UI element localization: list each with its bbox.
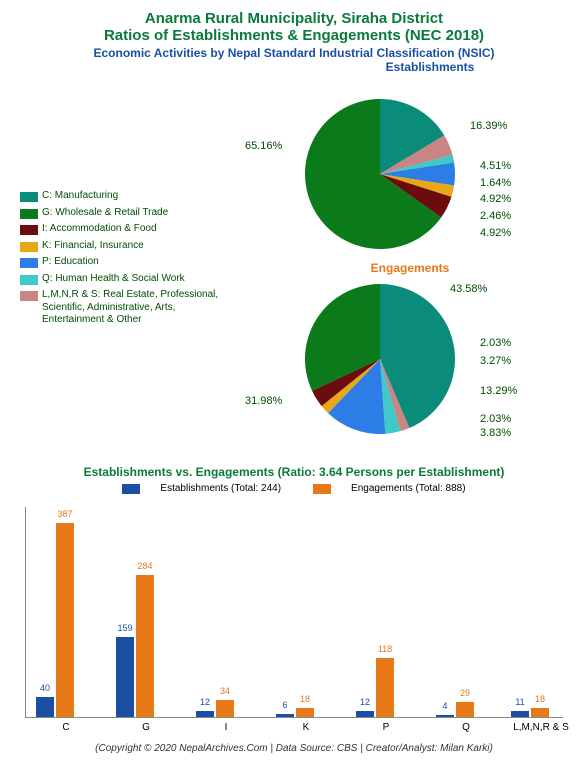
legend-item: I: Accommodation & Food xyxy=(20,223,220,236)
bar-legend-label: Establishments (Total: 244) xyxy=(160,483,281,494)
bar-engagements: 284 xyxy=(136,575,154,717)
title-line-1: Anarma Rural Municipality, Siraha Distri… xyxy=(10,10,578,27)
bar-value: 284 xyxy=(137,561,152,571)
bar-legend: Establishments (Total: 244) Engagements (… xyxy=(10,483,578,497)
bar-value: 11 xyxy=(515,697,524,707)
pie1-label: 4.51% xyxy=(480,160,511,172)
category-label: P xyxy=(356,722,416,733)
bar-group: 12 118 xyxy=(356,658,394,717)
legend-label: P: Education xyxy=(42,256,99,269)
bar-engagements: 387 xyxy=(56,523,74,717)
bar-group: 159 284 xyxy=(116,575,154,717)
legend-label: G: Wholesale & Retail Trade xyxy=(42,207,168,220)
bar-value: 4 xyxy=(442,701,447,711)
bar-establishments: 6 xyxy=(276,714,294,717)
bar-engagements: 118 xyxy=(376,658,394,717)
pie-area: Establishments 16.39% 4.51% 1.64% 4.92% 2.46… xyxy=(240,60,580,449)
category-label: I xyxy=(196,722,256,733)
bar-value: 18 xyxy=(300,694,310,704)
pie1-label: 2.46% xyxy=(480,210,511,222)
title-line-2: Ratios of Establishments & Engagements (… xyxy=(10,27,578,44)
bar-engagements: 29 xyxy=(456,702,474,717)
legend-swatch xyxy=(20,291,38,301)
bar-engagements: 18 xyxy=(531,708,549,717)
legend-swatch xyxy=(20,258,38,268)
legend: C: Manufacturing G: Wholesale & Retail Tr… xyxy=(20,190,220,331)
legend-swatch xyxy=(20,242,38,252)
pie2-label: 3.83% xyxy=(480,427,511,439)
legend-item: L,M,N,R & S: Real Estate, Professional, … xyxy=(20,289,220,327)
bar-value: 12 xyxy=(360,697,370,707)
bar-legend-item: Establishments (Total: 244) xyxy=(114,483,289,494)
bar-establishments: 12 xyxy=(356,711,374,717)
pie2-label: 13.29% xyxy=(480,385,518,397)
bar-engagements: 34 xyxy=(216,700,234,717)
pie1-label: 1.64% xyxy=(480,177,511,189)
pie1-label: 4.92% xyxy=(480,193,511,205)
bar-value: 29 xyxy=(460,688,470,698)
bar-value: 159 xyxy=(117,623,132,633)
pie2-label: 31.98% xyxy=(245,395,283,407)
bar-establishments: 11 xyxy=(511,711,529,717)
category-label: K xyxy=(276,722,336,733)
legend-label: K: Financial, Insurance xyxy=(42,240,144,253)
pie1-label: 16.39% xyxy=(470,120,508,132)
legend-label: L,M,N,R & S: Real Estate, Professional, … xyxy=(42,289,220,327)
bar-group: 12 34 xyxy=(196,700,234,717)
category-label: G xyxy=(116,722,176,733)
bar-value: 40 xyxy=(40,683,50,693)
bar-group: 40 387 xyxy=(36,523,74,717)
bar-value: 387 xyxy=(57,509,72,519)
bar-value: 12 xyxy=(200,697,210,707)
bar-legend-label: Engagements (Total: 888) xyxy=(351,483,466,494)
pies-svg: 16.39% 4.51% 1.64% 4.92% 2.46% 4.92% 65.16% Eng… xyxy=(240,74,580,444)
bar-value: 118 xyxy=(378,644,392,654)
bar-section: Establishments vs. Engagements (Ratio: 3… xyxy=(10,465,578,718)
legend-item: P: Education xyxy=(20,256,220,269)
bar-legend-item: Engagements (Total: 888) xyxy=(305,483,474,494)
legend-swatch xyxy=(20,209,38,219)
bar-value: 6 xyxy=(282,700,287,710)
bar-engagements: 18 xyxy=(296,708,314,717)
bar-legend-swatch xyxy=(122,484,140,494)
pie2-title: Engagements xyxy=(371,261,450,275)
bar-value: 18 xyxy=(535,694,545,704)
legend-item: K: Financial, Insurance xyxy=(20,240,220,253)
legend-swatch xyxy=(20,192,38,202)
legend-label: Q: Human Health & Social Work xyxy=(42,273,185,286)
pie1-title: Establishments xyxy=(280,60,580,74)
category-label: L,M,N,R & S xyxy=(511,722,571,733)
legend-item: Q: Human Health & Social Work xyxy=(20,273,220,286)
legend-label: I: Accommodation & Food xyxy=(42,223,157,236)
bar-establishments: 40 xyxy=(36,697,54,717)
bar-group: 4 29 xyxy=(436,702,474,717)
bar-title: Establishments vs. Engagements (Ratio: 3… xyxy=(10,465,578,479)
legend-swatch xyxy=(20,275,38,285)
legend-swatch xyxy=(20,225,38,235)
bar-establishments: 12 xyxy=(196,711,214,717)
bar-value: 34 xyxy=(220,686,230,696)
bar-legend-swatch xyxy=(313,484,331,494)
bar-establishments: 4 xyxy=(436,715,454,717)
subtitle: Economic Activities by Nepal Standard In… xyxy=(10,46,578,60)
bar-chart: 40 387 C 159 284 G 12 34 I 6 18 K 12 118… xyxy=(25,507,563,718)
pie2-label: 43.58% xyxy=(450,283,488,295)
category-label: C xyxy=(36,722,96,733)
footer: (Copyright © 2020 NepalArchives.Com | Da… xyxy=(10,743,578,754)
pie2-label: 3.27% xyxy=(480,355,511,367)
pie1-label: 4.92% xyxy=(480,227,511,239)
legend-label: C: Manufacturing xyxy=(42,190,118,203)
category-label: Q xyxy=(436,722,496,733)
bar-group: 6 18 xyxy=(276,708,314,717)
upper-charts: C: Manufacturing G: Wholesale & Retail Tr… xyxy=(10,60,578,460)
pie1-label: 65.16% xyxy=(245,140,283,152)
legend-item: G: Wholesale & Retail Trade xyxy=(20,207,220,220)
pie2-label: 2.03% xyxy=(480,337,511,349)
bar-establishments: 159 xyxy=(116,637,134,717)
bar-group: 11 18 xyxy=(511,708,549,717)
legend-item: C: Manufacturing xyxy=(20,190,220,203)
pie2-label: 2.03% xyxy=(480,413,511,425)
